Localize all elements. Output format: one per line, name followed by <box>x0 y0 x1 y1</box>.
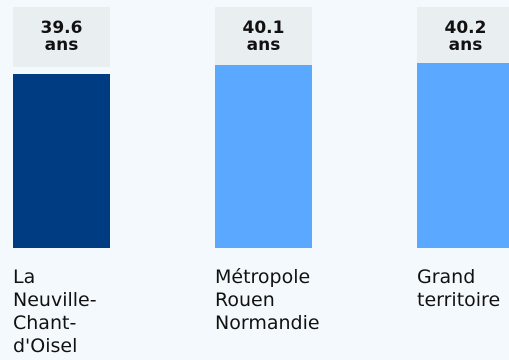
bar-0 <box>13 74 110 248</box>
category-label-2: Grand territoire <box>417 266 509 312</box>
value-label-1: 40.1 ans <box>215 7 312 67</box>
bar-column-2: 40.2 ans <box>417 7 509 248</box>
bar-2 <box>417 63 509 248</box>
value-label-2: 40.2 ans <box>417 7 509 67</box>
bar-area-2 <box>417 67 509 248</box>
bar-1 <box>215 65 312 248</box>
category-label-0: La Neuville- Chant- d'Oisel <box>13 266 143 358</box>
bar-column-1: 40.1 ans <box>215 7 312 248</box>
bar-area-0 <box>13 67 110 248</box>
bar-column-0: 39.6 ans <box>13 7 110 248</box>
category-label-1: Métropole Rouen Normandie <box>215 266 345 335</box>
value-unit-0: ans <box>13 37 110 54</box>
value-label-0: 39.6 ans <box>13 7 110 67</box>
value-unit-2: ans <box>417 37 509 54</box>
value-unit-1: ans <box>215 37 312 54</box>
bar-area-1 <box>215 67 312 248</box>
